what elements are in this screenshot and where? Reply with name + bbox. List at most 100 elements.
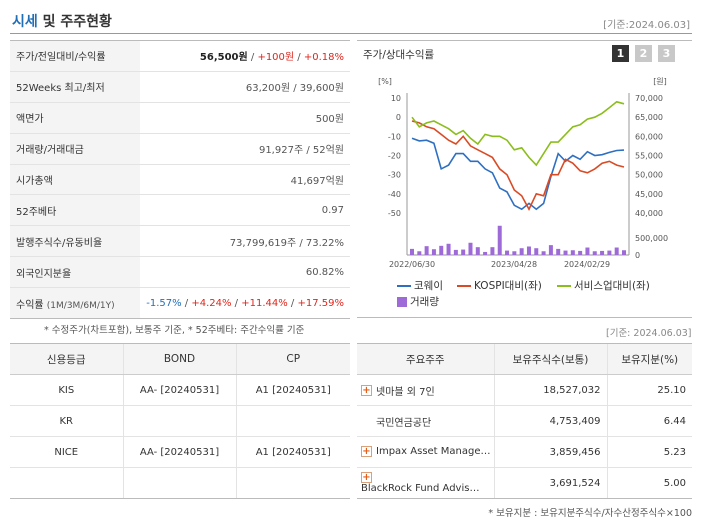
- legend-label: 코웨이: [414, 280, 443, 292]
- return-6m: +11.44%: [241, 297, 288, 309]
- credit-agency: KIS: [10, 374, 123, 406]
- info-row-foreign: 외국인지분율 60.82%: [10, 256, 350, 289]
- info-row-marketcap: 시가총액 41,697억원: [10, 164, 350, 196]
- table-row: + 넷마블 외 7인 18,527,032 25.10: [357, 374, 692, 406]
- y-left-tick-label: 10: [391, 94, 401, 103]
- left-axis-unit: [%]: [378, 77, 392, 86]
- volume-bar: [468, 242, 473, 255]
- expand-icon[interactable]: +: [361, 471, 372, 483]
- y-left-tick-label: -20: [388, 152, 401, 161]
- return-1y: +17.59%: [297, 297, 344, 309]
- holder-name[interactable]: BlackRock Fund Advis…: [361, 483, 480, 494]
- info-label: 거래량/거래대금: [10, 133, 140, 165]
- volume-bar: [622, 250, 626, 255]
- info-value: 91,927주 / 52억원: [140, 133, 350, 165]
- credit-bond: AA- [20240531]: [122, 374, 236, 406]
- y-left-tick-label: -40: [388, 190, 401, 199]
- legend-item-service: 서비스업대비(좌): [557, 278, 650, 293]
- credit-agency: KR: [10, 405, 123, 437]
- section-header: 시세 및 주주현황 [기준:2024.06.03]: [10, 8, 692, 34]
- chart-page-1-button[interactable]: 1: [612, 45, 629, 62]
- holder-shares: 18,527,032: [493, 374, 607, 406]
- holder-shares: 3,859,456: [493, 436, 607, 468]
- returns-label-sub: (1M/3M/6M/1Y): [46, 300, 115, 311]
- info-label: 시가총액: [10, 164, 140, 196]
- volume-bar: [534, 248, 539, 255]
- series-line-서비스업대비(좌): [411, 100, 625, 167]
- volume-bar: [541, 251, 546, 255]
- info-label: 수익률 (1M/3M/6M/1Y): [10, 287, 140, 320]
- credit-header: 신용등급: [10, 343, 123, 375]
- legend-item-volume: 거래량: [397, 294, 439, 309]
- section-title-main: 시세: [12, 14, 38, 30]
- separator: /: [294, 52, 304, 64]
- y-left-tick-label: -30: [388, 171, 401, 180]
- holder-pct: 5.00: [606, 467, 692, 499]
- volume-bar: [439, 245, 444, 255]
- returns-label: 수익률: [16, 299, 44, 311]
- table-row: + Impax Asset Manage… 3,859,456 5.23: [357, 436, 692, 468]
- holder-name[interactable]: 넷마블 외 7인: [376, 386, 435, 398]
- info-value: 41,697억원: [140, 164, 350, 196]
- chart-svg: [%] [원] 10 0 -10 -20 -30 -40 -50 70,000 65,000 60…: [378, 77, 668, 269]
- holder-name-cell: 국민연금공단: [357, 405, 494, 437]
- info-label: 발행주식수/유동비율: [10, 225, 140, 258]
- separator: /: [231, 297, 242, 309]
- volume-bar: [578, 250, 583, 255]
- credit-bond: [122, 405, 236, 437]
- credit-bond: [122, 467, 236, 499]
- volume-bar: [461, 249, 466, 255]
- chart-title: 주가/상대수익률: [363, 49, 435, 61]
- chart-panel: 주가/상대수익률 1 2 3 [%] [원] 10 0 -10 -20 -30 -40 -5…: [357, 40, 692, 318]
- price-change: +100원: [257, 52, 295, 64]
- credit-cp: [235, 467, 350, 499]
- holder-shares: 4,753,409: [493, 405, 607, 437]
- legend-label: KOSPI대비(좌): [474, 280, 542, 292]
- volume-bar: [431, 249, 436, 255]
- volume-bar: [614, 247, 619, 255]
- x-tick-label: 2022/06/30: [389, 260, 435, 269]
- credit-cp: A1 [20240531]: [235, 436, 350, 468]
- right-axis-unit: [원]: [653, 77, 667, 86]
- expand-icon[interactable]: +: [361, 446, 372, 458]
- return-3m: +4.24%: [191, 297, 232, 309]
- holders-note: * 보유지분 : 보유지분주식수/자수산정주식수×100: [488, 508, 692, 519]
- table-row: [10, 467, 350, 499]
- expand-icon[interactable]: +: [361, 384, 372, 396]
- holder-name[interactable]: Impax Asset Manage…: [376, 446, 491, 458]
- volume-bar: [519, 248, 524, 255]
- y-right-tick-label: 50,000: [635, 171, 663, 180]
- volume-bar: [497, 225, 502, 255]
- chart-page-3-button[interactable]: 3: [658, 45, 675, 62]
- holder-name: 국민연금공단: [376, 417, 432, 429]
- shareholders-table: 주요주주 보유주식수(보통) 보유지분(%) + 넷마블 외 7인 18,527,…: [357, 343, 692, 499]
- info-value: 60.82%: [140, 256, 350, 289]
- info-row-shares: 발행주식수/유동비율 73,799,619주 / 73.22%: [10, 225, 350, 258]
- info-value: 63,200원 / 39,600원: [140, 71, 350, 103]
- chart-page-2-button[interactable]: 2: [635, 45, 652, 62]
- holder-name-cell: + Impax Asset Manage…: [357, 436, 494, 468]
- legend-item-kospi: KOSPI대비(좌): [457, 278, 542, 293]
- holder-shares: 3,691,524: [493, 467, 607, 499]
- holders-header-row: 주요주주 보유주식수(보통) 보유지분(%): [357, 343, 692, 375]
- price-info-table: 주가/전일대비/수익률 56,500원 / +100원 / +0.18% 52W…: [10, 40, 350, 320]
- holder-pct: 25.10: [606, 374, 692, 406]
- holder-pct: 6.44: [606, 405, 692, 437]
- volume-bar: [556, 248, 561, 255]
- holder-name-cell: +BlackRock Fund Advis…: [357, 467, 494, 499]
- header-base-date: [기준:2024.06.03]: [603, 20, 690, 31]
- holder-pct: 5.23: [606, 436, 692, 468]
- credit-header-row: 신용등급 BOND CP: [10, 343, 350, 375]
- volume-bar: [592, 251, 597, 255]
- x-tick-label: 2023/04/28: [491, 260, 537, 269]
- table-row: KR: [10, 405, 350, 437]
- separator: /: [181, 297, 192, 309]
- legend-square-icon: [397, 297, 407, 307]
- legend-line-icon: [557, 285, 571, 287]
- holder-name-cell: + 넷마블 외 7인: [357, 374, 494, 406]
- volume-bar: [424, 246, 429, 255]
- section-title: 시세 및 주주현황: [12, 11, 112, 31]
- volume-bar: [526, 246, 531, 255]
- legend-label: 서비스업대비(좌): [574, 280, 650, 292]
- volume-bar: [607, 250, 612, 255]
